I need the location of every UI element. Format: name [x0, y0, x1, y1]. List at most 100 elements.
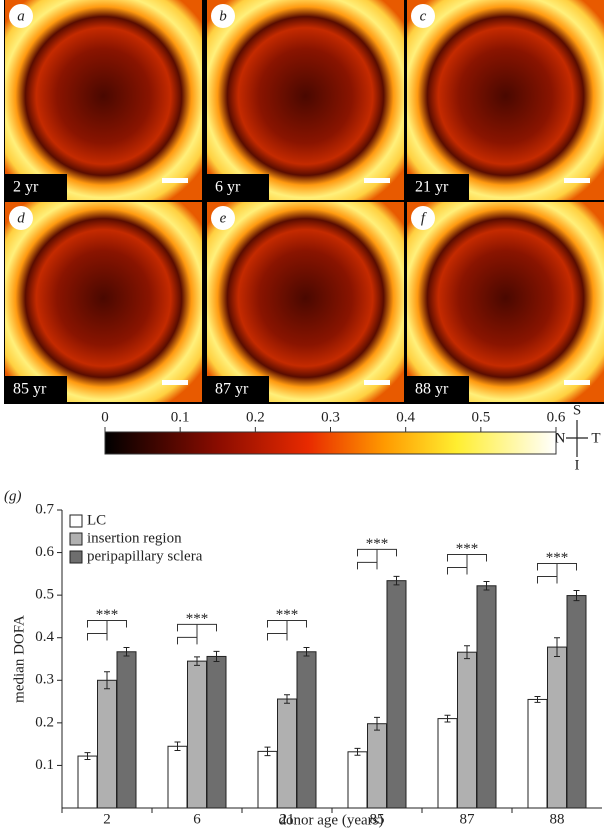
panel-letter: d — [17, 210, 25, 226]
age-badge — [207, 174, 269, 200]
compass-label: I — [575, 457, 580, 473]
y-tick-label: 0.7 — [35, 501, 54, 517]
bar — [257, 750, 278, 809]
bar — [476, 585, 497, 809]
significance-bracket — [537, 562, 577, 577]
error-bar — [444, 714, 451, 723]
colorbar-tick-label: 0.4 — [396, 409, 415, 425]
legend-swatch — [69, 550, 83, 564]
error-bar — [174, 741, 181, 752]
age-label: 87 yr — [215, 381, 249, 398]
x-tick-label: 85 — [370, 811, 385, 827]
error-bar — [573, 589, 580, 602]
compass — [566, 420, 588, 457]
colorbar-tick-label: 0.1 — [171, 409, 190, 425]
significance-label: *** — [276, 607, 299, 623]
error-bar — [554, 637, 560, 657]
colorbar-tick-label: 0.6 — [547, 409, 566, 425]
y-tick-label: 0.1 — [35, 757, 54, 773]
legend-label: LC — [87, 512, 106, 528]
panel-letter-badge — [9, 206, 33, 230]
dofa-map — [407, 202, 604, 402]
age-badge — [207, 376, 269, 402]
error-bar — [354, 747, 361, 756]
significance-label: *** — [456, 541, 479, 557]
x-tick-label: 21 — [280, 811, 295, 827]
colorbar — [104, 431, 557, 455]
significance-label: *** — [186, 611, 209, 627]
bar — [347, 751, 368, 809]
scale-bar — [162, 380, 188, 385]
y-tick-label: 0.3 — [35, 672, 54, 688]
significance-bracket — [87, 620, 127, 634]
panel-letter-badge — [211, 206, 235, 230]
scale-bar — [162, 178, 188, 183]
age-badge — [5, 376, 67, 402]
bar — [277, 698, 297, 809]
significance-bracket — [447, 567, 468, 575]
legend-label: insertion region — [87, 530, 182, 546]
bar — [167, 745, 188, 809]
x-tick-label: 87 — [460, 811, 476, 827]
significance-bracket — [87, 633, 108, 641]
panel-letter: c — [420, 8, 427, 24]
legend-swatch — [69, 514, 83, 528]
bar — [367, 723, 387, 809]
panel-letter: f — [421, 210, 427, 226]
error-bar — [264, 746, 271, 757]
x-tick-label: 2 — [103, 811, 111, 827]
age-label: 85 yr — [13, 381, 47, 398]
bar — [547, 646, 567, 809]
y-tick-label: 0.2 — [35, 714, 54, 730]
dofa-map — [207, 202, 404, 402]
scale-bar — [364, 380, 390, 385]
panel-letter-badge — [211, 4, 235, 28]
age-label: 6 yr — [215, 179, 241, 196]
panel-letter-badge — [9, 4, 33, 28]
scale-bar — [564, 380, 590, 385]
age-label: 21 yr — [415, 179, 449, 196]
error-bar — [393, 575, 400, 586]
bar — [97, 679, 117, 809]
error-bar — [104, 671, 110, 690]
panel-letter: b — [219, 8, 227, 24]
x-tick-label: 6 — [193, 811, 201, 827]
panel-label: (g) — [4, 488, 22, 504]
scale-bar — [364, 178, 390, 183]
age-label: 88 yr — [415, 381, 449, 398]
significance-bracket — [357, 548, 397, 563]
significance-bracket — [267, 633, 288, 641]
age-badge — [5, 174, 67, 200]
bar — [566, 595, 587, 809]
bar — [187, 660, 207, 809]
colorbar-tick-label: 0.2 — [246, 409, 265, 425]
age-label: 2 yr — [13, 179, 39, 196]
legend-swatch — [69, 532, 83, 546]
significance-bracket — [357, 561, 378, 570]
error-bar — [84, 752, 91, 760]
colorbar-tick-label: 0 — [101, 409, 109, 425]
bar — [527, 698, 548, 809]
dofa-map — [207, 0, 404, 200]
bar — [77, 755, 98, 809]
significance-bracket — [267, 620, 307, 634]
panel-letter: e — [220, 210, 227, 226]
bar — [296, 651, 317, 809]
significance-bracket — [537, 575, 558, 584]
age-badge — [407, 376, 469, 402]
compass-label: T — [591, 430, 600, 446]
significance-bracket — [177, 636, 198, 645]
error-bar — [194, 656, 200, 666]
bar — [386, 580, 407, 809]
panel-letter: a — [17, 8, 25, 24]
panel-letter-badge — [411, 4, 435, 28]
age-badge — [407, 174, 469, 200]
y-tick-label: 0.5 — [35, 587, 54, 603]
error-bar — [213, 650, 220, 663]
error-bar — [284, 694, 290, 704]
significance-bracket — [447, 554, 487, 568]
significance-label: *** — [546, 550, 569, 566]
y-tick-label: 0.6 — [35, 544, 54, 560]
